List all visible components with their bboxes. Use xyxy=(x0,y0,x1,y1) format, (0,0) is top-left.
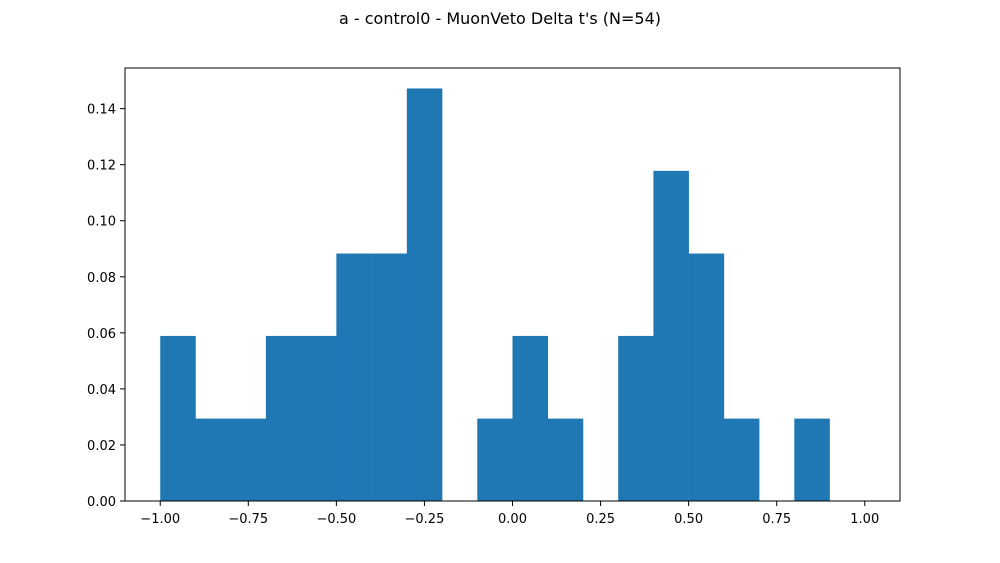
y-tick-label: 0.10 xyxy=(87,215,116,230)
histogram-bar-13 xyxy=(618,335,654,501)
y-tick-label: 0.12 xyxy=(87,159,116,174)
histogram-bar-14 xyxy=(653,170,689,501)
x-tick-label: −0.25 xyxy=(405,512,445,527)
y-axis-ticks: 0.00 0.02 0.04 0.06 0.08 0.10 0.12 0.14 xyxy=(87,103,125,510)
x-tick-label: −0.50 xyxy=(316,512,356,527)
histogram-bar-1 xyxy=(195,418,231,501)
x-tick-label: 0.25 xyxy=(586,512,615,527)
y-tick-label: 0.14 xyxy=(87,103,116,118)
histogram-bar-2 xyxy=(230,418,267,501)
histogram-bar-16 xyxy=(723,418,760,501)
histogram-bar-3 xyxy=(265,335,302,501)
chart-title: a - control0 - MuonVeto Delta t's (N=54) xyxy=(339,9,661,28)
x-tick-label: −1.00 xyxy=(140,512,180,527)
y-tick-label: 0.04 xyxy=(87,383,116,398)
histogram-bar-10 xyxy=(512,335,549,501)
bars-group xyxy=(160,88,830,502)
y-tick-label: 0.02 xyxy=(87,439,116,454)
axes-frame xyxy=(124,67,901,502)
histogram-bar-0 xyxy=(160,335,196,501)
histogram-bar-5 xyxy=(336,253,372,501)
histogram-bar-7 xyxy=(406,88,443,502)
histogram-bar-15 xyxy=(688,253,725,501)
y-tick-label: 0.08 xyxy=(87,271,116,286)
histogram-bar-18 xyxy=(794,418,830,501)
histogram-bar-11 xyxy=(547,418,584,501)
x-axis-ticks: −1.00 −0.75 −0.50 −0.25 0.00 0.25 0.50 0.75 1.00 xyxy=(140,501,879,527)
x-tick-label: 0.00 xyxy=(498,512,527,527)
x-tick-label: −0.75 xyxy=(228,512,268,527)
histogram-bar-6 xyxy=(371,253,408,501)
x-tick-label: 0.75 xyxy=(762,512,791,527)
y-tick-label: 0.00 xyxy=(87,495,116,510)
x-tick-label: 0.50 xyxy=(674,512,703,527)
y-tick-label: 0.06 xyxy=(87,327,116,342)
histogram-bar-4 xyxy=(301,335,337,501)
x-tick-label: 1.00 xyxy=(850,512,879,527)
histogram-bar-9 xyxy=(477,418,513,501)
